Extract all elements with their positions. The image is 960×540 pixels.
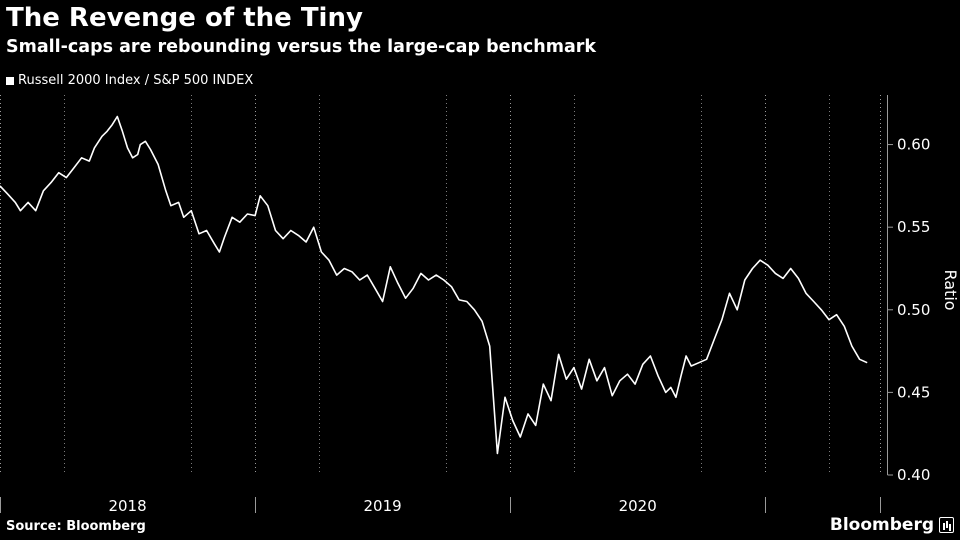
- y-tick-label: 0.55: [897, 218, 930, 236]
- brand-name: Bloomberg: [829, 515, 934, 535]
- legend-label: Russell 2000 Index / S&P 500 INDEX: [18, 73, 254, 88]
- y-tick-label: 0.60: [897, 136, 930, 154]
- brand-logo: Bloomberg: [830, 515, 954, 535]
- chart-subtitle: Small-caps are rebounding versus the lar…: [6, 37, 597, 57]
- y-axis-label: Ratio: [941, 269, 960, 310]
- legend: Russell 2000 Index / S&P 500 INDEX: [6, 73, 253, 88]
- bloomberg-chart-icon: [939, 517, 954, 533]
- x-tick-label: 2019: [364, 497, 402, 515]
- y-tick-label: 0.40: [897, 466, 930, 484]
- legend-swatch: [6, 76, 14, 85]
- series-line-ratio: [0, 115, 868, 455]
- source-note: Source: Bloomberg: [6, 519, 146, 534]
- grid-layer: [0, 95, 881, 475]
- x-tick-label: 2020: [619, 497, 657, 515]
- x-tick-label: 2018: [108, 497, 146, 515]
- y-tick-label: 0.50: [897, 301, 930, 319]
- y-tick-label: 0.45: [897, 383, 930, 401]
- series-layer: [0, 115, 868, 455]
- axis-layer: 0.40 0.45 0.50 0.55 0.60 2018 2019 2020: [0, 95, 930, 515]
- chart-title: The Revenge of the Tiny: [6, 3, 363, 33]
